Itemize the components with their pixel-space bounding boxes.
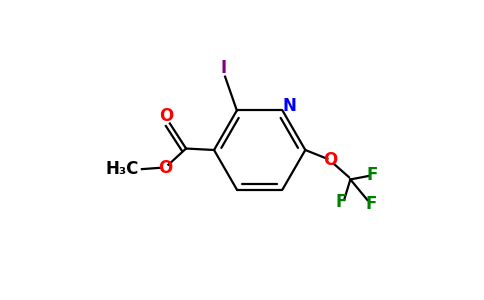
Text: I: I xyxy=(221,59,227,77)
Text: O: O xyxy=(159,107,173,125)
Text: F: F xyxy=(367,166,378,184)
Text: F: F xyxy=(365,195,377,213)
Text: F: F xyxy=(336,194,347,211)
Text: O: O xyxy=(323,151,337,169)
Text: O: O xyxy=(158,159,173,177)
Text: H₃C: H₃C xyxy=(106,160,139,178)
Text: N: N xyxy=(283,97,297,115)
